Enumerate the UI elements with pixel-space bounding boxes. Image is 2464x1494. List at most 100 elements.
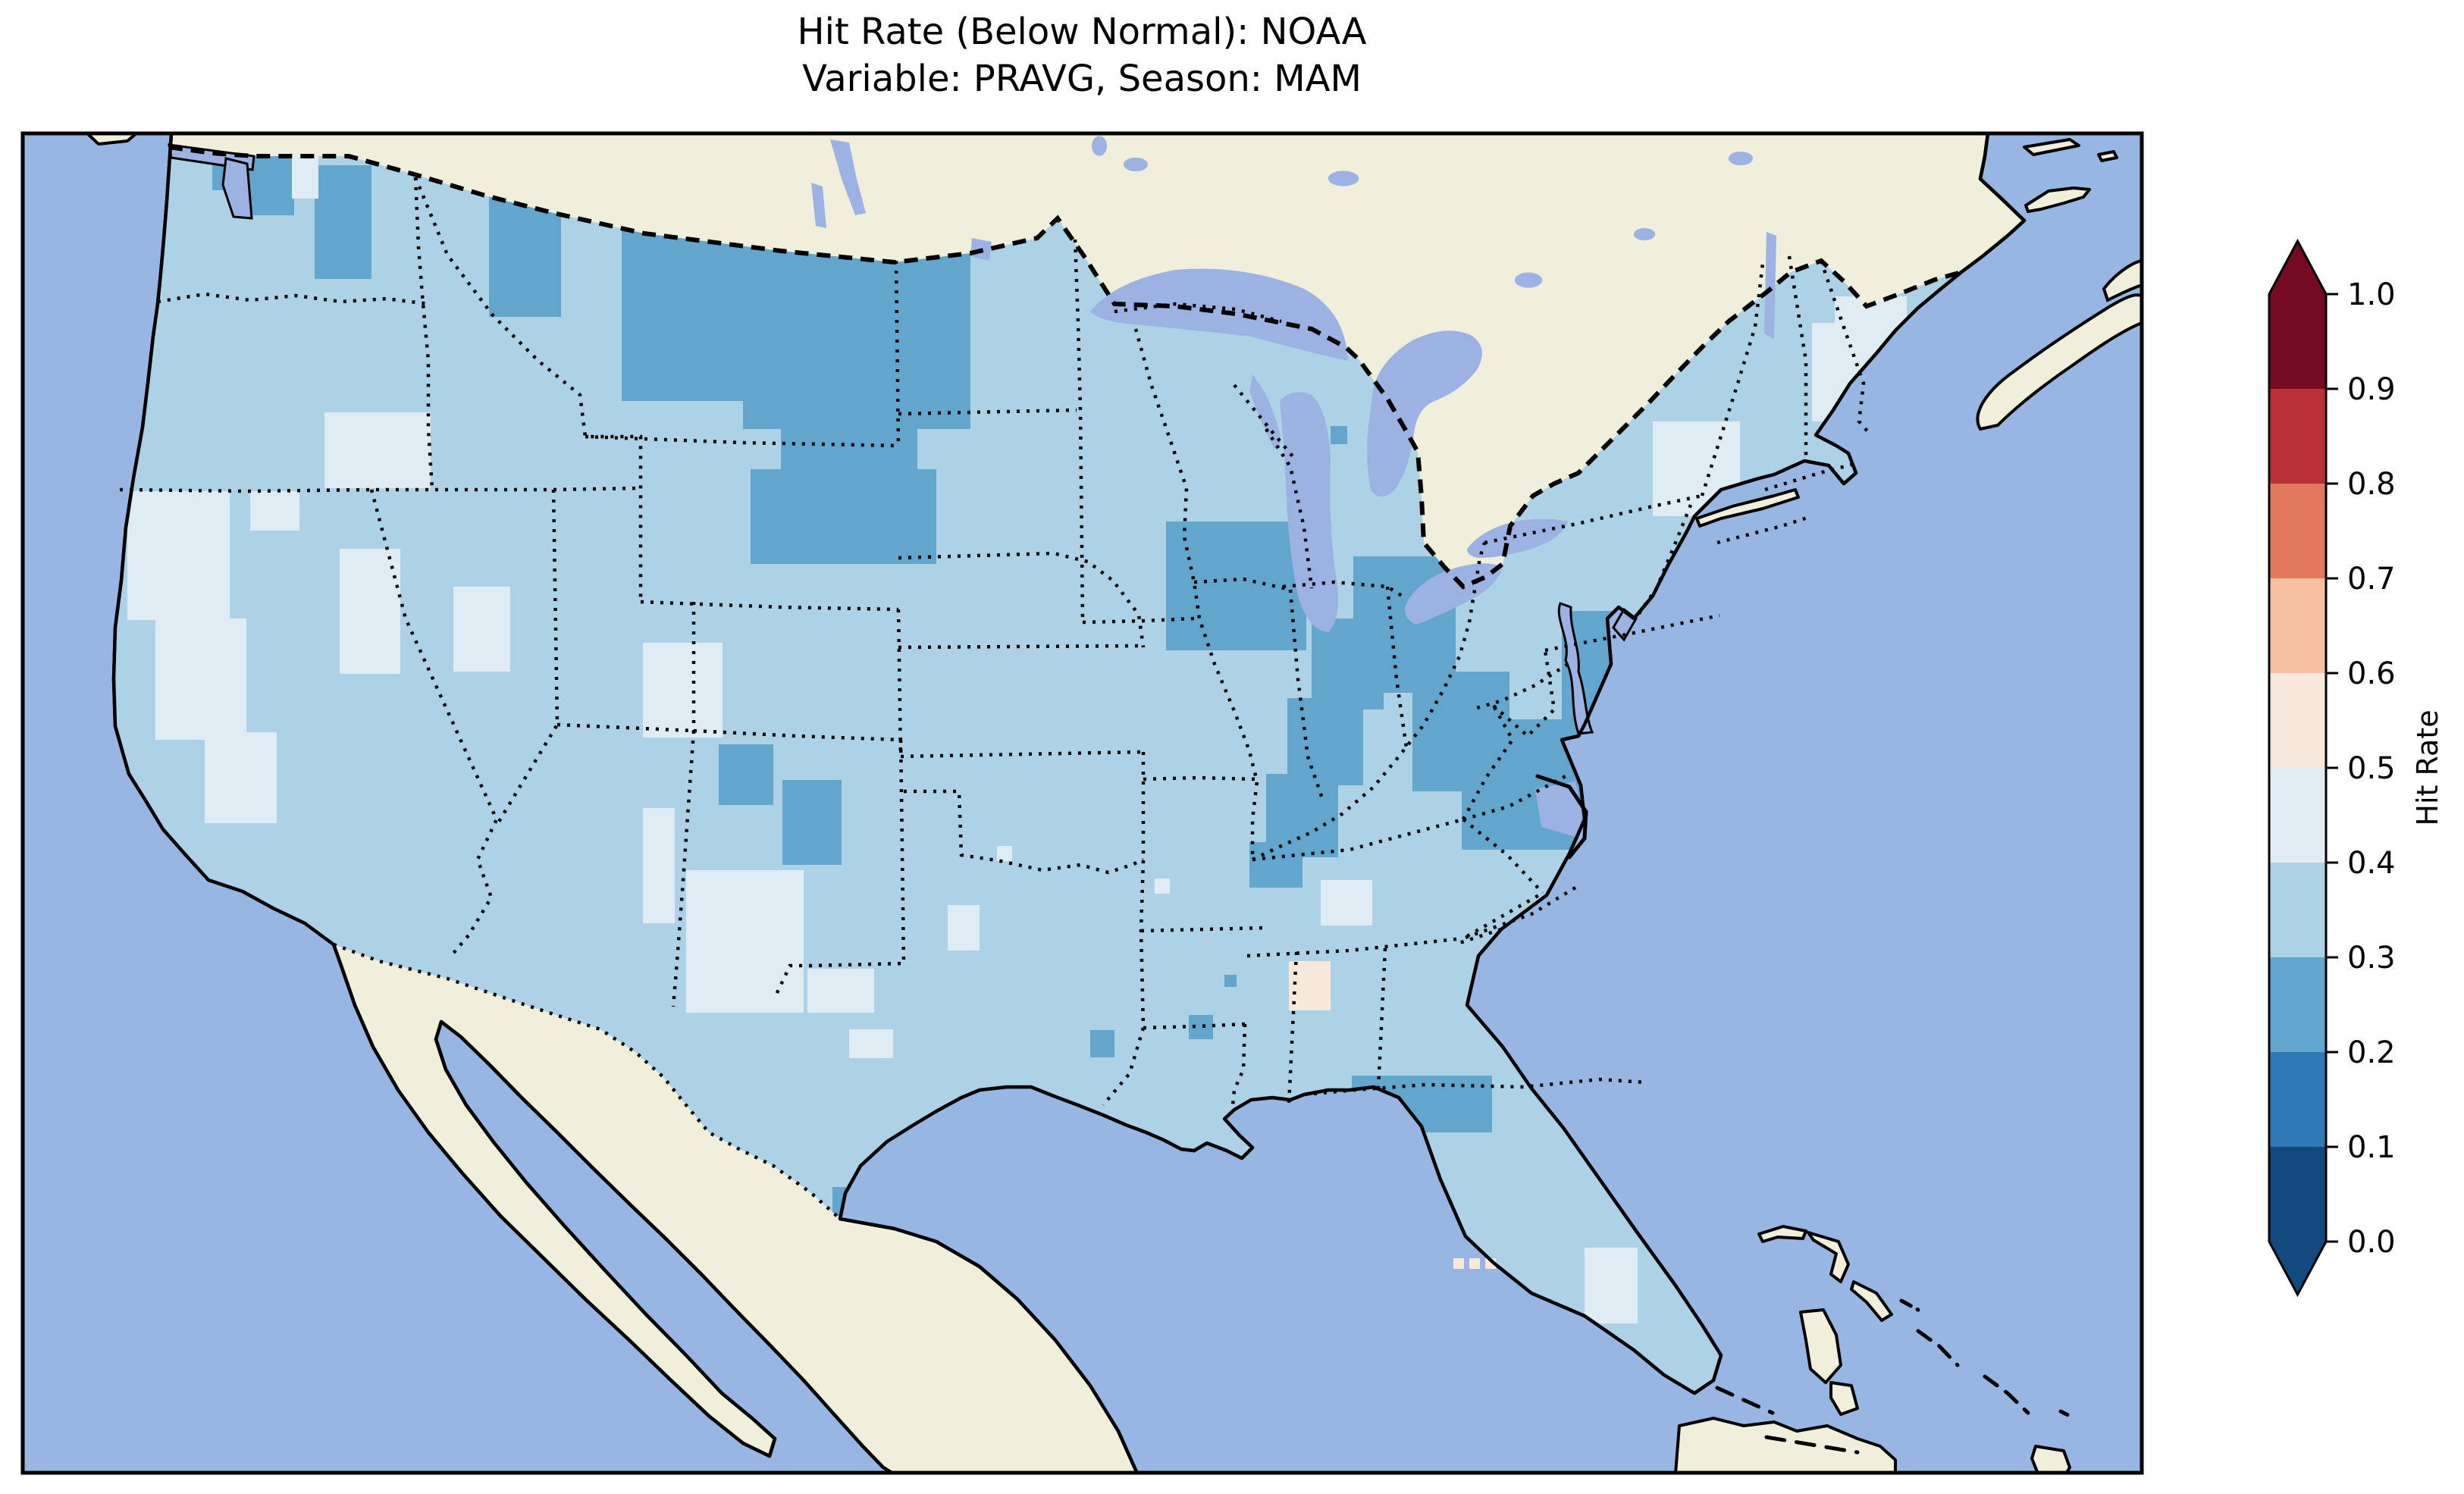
colorbar-segment-0.2-0.3 xyxy=(2269,957,2326,1053)
state-border xyxy=(1467,542,1487,623)
field-patch-western-arizona xyxy=(643,808,675,923)
state-border xyxy=(1700,263,1765,496)
field-patch-indiana-kentucky-band xyxy=(1287,698,1363,785)
colorbar-segment-0.1-0.2 xyxy=(2269,1052,2326,1148)
state-border xyxy=(119,486,641,493)
state-border xyxy=(1082,616,1195,625)
state-border xyxy=(1265,428,1314,589)
field-patch-sierra-nevada-california xyxy=(127,491,230,620)
island-landmass xyxy=(2097,150,2118,162)
map-frame xyxy=(20,131,2144,1475)
field-patch-indiana-kentucky-band xyxy=(1312,619,1384,709)
colorbar-segment-0.8-0.9 xyxy=(2269,389,2326,484)
state-border xyxy=(1140,926,1267,933)
island-landmass xyxy=(2030,1445,2071,1473)
us-canada-border xyxy=(168,145,1962,590)
lake xyxy=(1091,136,1108,156)
map-axes xyxy=(23,133,2142,1473)
state-border xyxy=(1193,577,1291,592)
state-border xyxy=(1139,752,1146,1029)
lake xyxy=(1535,781,1583,837)
field-patch-nw-nevada xyxy=(250,491,299,531)
state-border xyxy=(1462,704,1515,821)
field-patch-missouri-cell xyxy=(1155,879,1170,894)
state-border xyxy=(1819,260,1870,434)
field-patch-south-florida xyxy=(1585,1248,1638,1323)
bay-waterway xyxy=(1557,602,1594,735)
state-border xyxy=(894,260,901,446)
field-patch-ne-new-mexico xyxy=(782,780,842,865)
colorbar-tick-label: 0.3 xyxy=(2347,941,2396,976)
field-patch-oklahoma xyxy=(948,905,980,951)
lake xyxy=(1467,518,1568,558)
field-patch-central-new-mexico xyxy=(686,870,804,1013)
state-border xyxy=(1787,255,1808,456)
island-landmass xyxy=(1807,1231,1850,1283)
state-border xyxy=(1484,493,1703,545)
island-landmass xyxy=(2024,186,2091,213)
island-chain-line xyxy=(1535,774,1588,860)
field-patch-sierra-nevada-california xyxy=(155,619,246,740)
lake xyxy=(811,183,826,228)
field-patch-utah-colorado-plateau xyxy=(643,643,723,738)
field-patch-alabama-core xyxy=(1289,961,1331,1010)
island-landmass xyxy=(2023,138,2080,156)
state-border xyxy=(1462,886,1577,941)
island-chain-line xyxy=(1764,1435,1860,1455)
field-patch-louisiana-cell xyxy=(1090,1030,1114,1057)
colorbar-segment-0.0-0.1 xyxy=(2269,1147,2326,1242)
colorbar-segment-0.9-1.0 xyxy=(2269,294,2326,390)
colorbar: 1.0 0.9 0.8 0.7 0.6 0.5 0.4 0.3 0.2 0.1 0.0 xyxy=(2268,238,2396,1298)
field-patch-southern-nevada xyxy=(340,549,400,674)
island-chain-line xyxy=(1899,1298,1920,1312)
state-border xyxy=(898,644,1144,650)
state-border xyxy=(157,292,429,306)
state-border xyxy=(640,600,899,612)
colorbar-tick-label: 0.6 xyxy=(2347,656,2396,691)
island-chain-line xyxy=(1916,1329,1960,1367)
field-patch-nebraska-sandhills xyxy=(751,469,936,564)
lake xyxy=(830,139,866,215)
lake xyxy=(1123,157,1149,172)
state-border xyxy=(1252,817,1464,862)
lake xyxy=(1728,151,1754,166)
field-patch-mississippi-cells xyxy=(1224,975,1237,987)
state-border xyxy=(1073,239,1085,623)
colorbar-extend-under xyxy=(2269,1242,2326,1295)
state-border xyxy=(898,551,1146,648)
state-border xyxy=(333,942,842,1220)
field-patch-overwater xyxy=(1469,1258,1480,1269)
colorbar-segment-0.5-0.6 xyxy=(2269,673,2326,769)
state-border xyxy=(773,739,906,998)
colorbar-tick-label: 0.0 xyxy=(2347,1225,2396,1260)
island-chain-line xyxy=(1715,1386,1775,1415)
island-landmass xyxy=(1799,1308,1842,1384)
state-border xyxy=(1385,586,1409,748)
colorbar-tick-label: 0.4 xyxy=(2347,846,2396,881)
island-chain-line xyxy=(2058,1409,2072,1418)
state-border xyxy=(904,789,1144,875)
bay-waterway xyxy=(221,157,253,220)
field-patch-upper-michigan-cell xyxy=(1331,426,1347,444)
field-patch-indiana-kentucky-band xyxy=(1249,842,1303,888)
field-patch-kansas-cell xyxy=(997,846,1012,861)
figure-title-line1: Hit Rate (Below Normal): NOAA xyxy=(798,11,1367,53)
colorbar-tick-label: 0.8 xyxy=(2347,467,2396,502)
island-chain-line xyxy=(1983,1374,2030,1415)
state-border xyxy=(1636,504,1693,617)
state-border xyxy=(1114,302,1282,324)
lake xyxy=(1764,232,1776,340)
island-landmass xyxy=(86,133,138,146)
colorbar-tick-label: 0.9 xyxy=(2347,372,2396,407)
island-landmass xyxy=(1695,488,1800,528)
island-landmass xyxy=(1674,1417,1897,1473)
field-patch-central-washington-pale xyxy=(292,155,318,199)
field-patch-central-oregon xyxy=(324,412,431,488)
field-patch-sw-utah xyxy=(453,587,510,672)
lake xyxy=(1514,272,1543,288)
field-patch-mississippi-cells xyxy=(1189,1015,1213,1039)
state-border xyxy=(1462,775,1567,822)
state-border xyxy=(413,177,643,602)
lake xyxy=(1280,392,1338,632)
